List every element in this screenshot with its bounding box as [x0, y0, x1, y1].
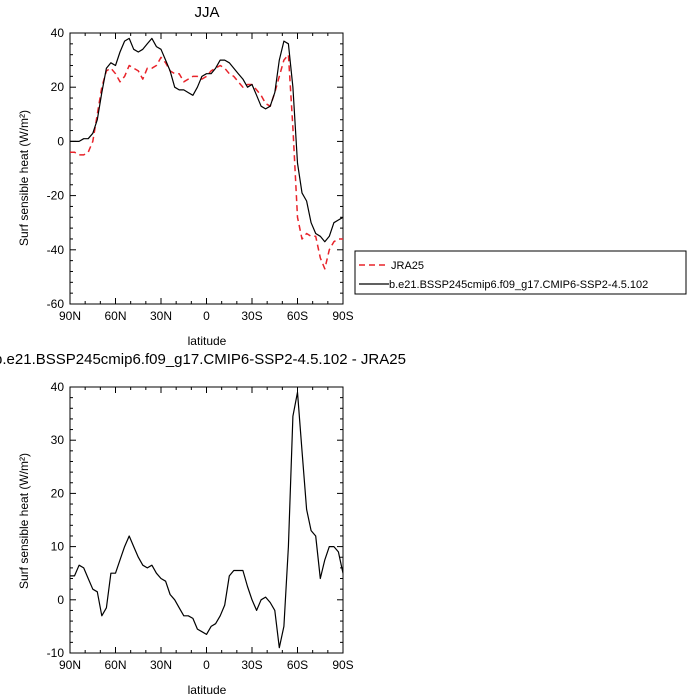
top-y-tick-label: -60 — [47, 297, 65, 311]
top-y-axis-label: Surf sensible heat (W/m²) — [17, 110, 31, 246]
bottom-y-tick-label: -10 — [47, 646, 65, 660]
bottom-x-tick-label: 30N — [150, 658, 172, 672]
legend-box — [354, 250, 687, 295]
bottom-x-tick-label: 90S — [332, 658, 353, 672]
top-x-tick-label: 30S — [241, 309, 262, 323]
top-y-tick-label: 0 — [57, 134, 64, 148]
bottom-x-tick-label: 60N — [104, 658, 126, 672]
top-series-line-jra25 — [70, 53, 343, 270]
legend: JRA25 b.e21.BSSP245cmip6.f09_g17.CMIP6-S… — [354, 250, 687, 295]
bottom-series-line-0 — [70, 391, 344, 649]
bottom-chart-title: b.e21.BSSP245cmip6.f09_g17.CMIP6-SSP2-4.… — [0, 351, 406, 368]
bottom-y-tick-label: 0 — [57, 593, 64, 607]
top-x-axis-label: latitude — [188, 334, 227, 348]
bottom-y-tick-label: 20 — [51, 486, 65, 500]
bottom-y-tick-label: 40 — [51, 380, 65, 394]
bottom-panel: b.e21.BSSP245cmip6.f09_g17.CMIP6-SSP2-4.… — [0, 351, 406, 697]
top-chart-title: JJA — [194, 4, 219, 21]
legend-label-model: b.e21.BSSP245cmip6.f09_g17.CMIP6-SSP2-4.… — [389, 279, 648, 291]
top-x-tick-label: 30N — [150, 309, 172, 323]
bottom-y-tick-label: 10 — [51, 540, 65, 554]
bottom-x-tick-label: 0 — [203, 658, 210, 672]
bottom-x-tick-label: 60S — [287, 658, 308, 672]
top-x-tick-label: 60S — [287, 309, 308, 323]
top-x-tick-label: 0 — [203, 309, 210, 323]
top-series-line-b-e21-bssp245cmip6-f — [70, 37, 344, 243]
bottom-y-tick-label: 30 — [51, 433, 65, 447]
top-y-tick-label: 20 — [51, 80, 65, 94]
bottom-yaxis-label-group: Surf sensible heat (W/m²) — [17, 453, 31, 589]
top-y-tick-label: 40 — [51, 26, 65, 40]
top-y-tick-label: -40 — [47, 243, 65, 257]
top-yaxis-label-group: Surf sensible heat (W/m²) — [17, 110, 31, 246]
bottom-x-tick-label: 90N — [59, 658, 81, 672]
bottom-plot-frame — [69, 386, 344, 654]
bottom-x-axis-label: latitude — [188, 683, 227, 697]
top-x-tick-label: 90N — [59, 309, 81, 323]
bottom-plot-area: 90N 60N 30N 0 30S 60S 90S 40 30 20 10 0 -10 — [47, 380, 354, 672]
top-x-tick-label: 60N — [104, 309, 126, 323]
top-panel: JJA Surf sensible heat (W/m²) latitude 9… — [17, 4, 687, 348]
bottom-x-tick-label: 30S — [241, 658, 262, 672]
bottom-y-axis-label: Surf sensible heat (W/m²) — [17, 453, 31, 589]
top-y-tick-label: -20 — [47, 189, 65, 203]
top-plot-area: 90N 60N 30N 0 30S 60S 90S 40 20 0 -20 -40 -60 — [47, 26, 354, 323]
top-x-tick-label: 90S — [332, 309, 353, 323]
legend-label-jra25: JRA25 — [391, 260, 424, 272]
